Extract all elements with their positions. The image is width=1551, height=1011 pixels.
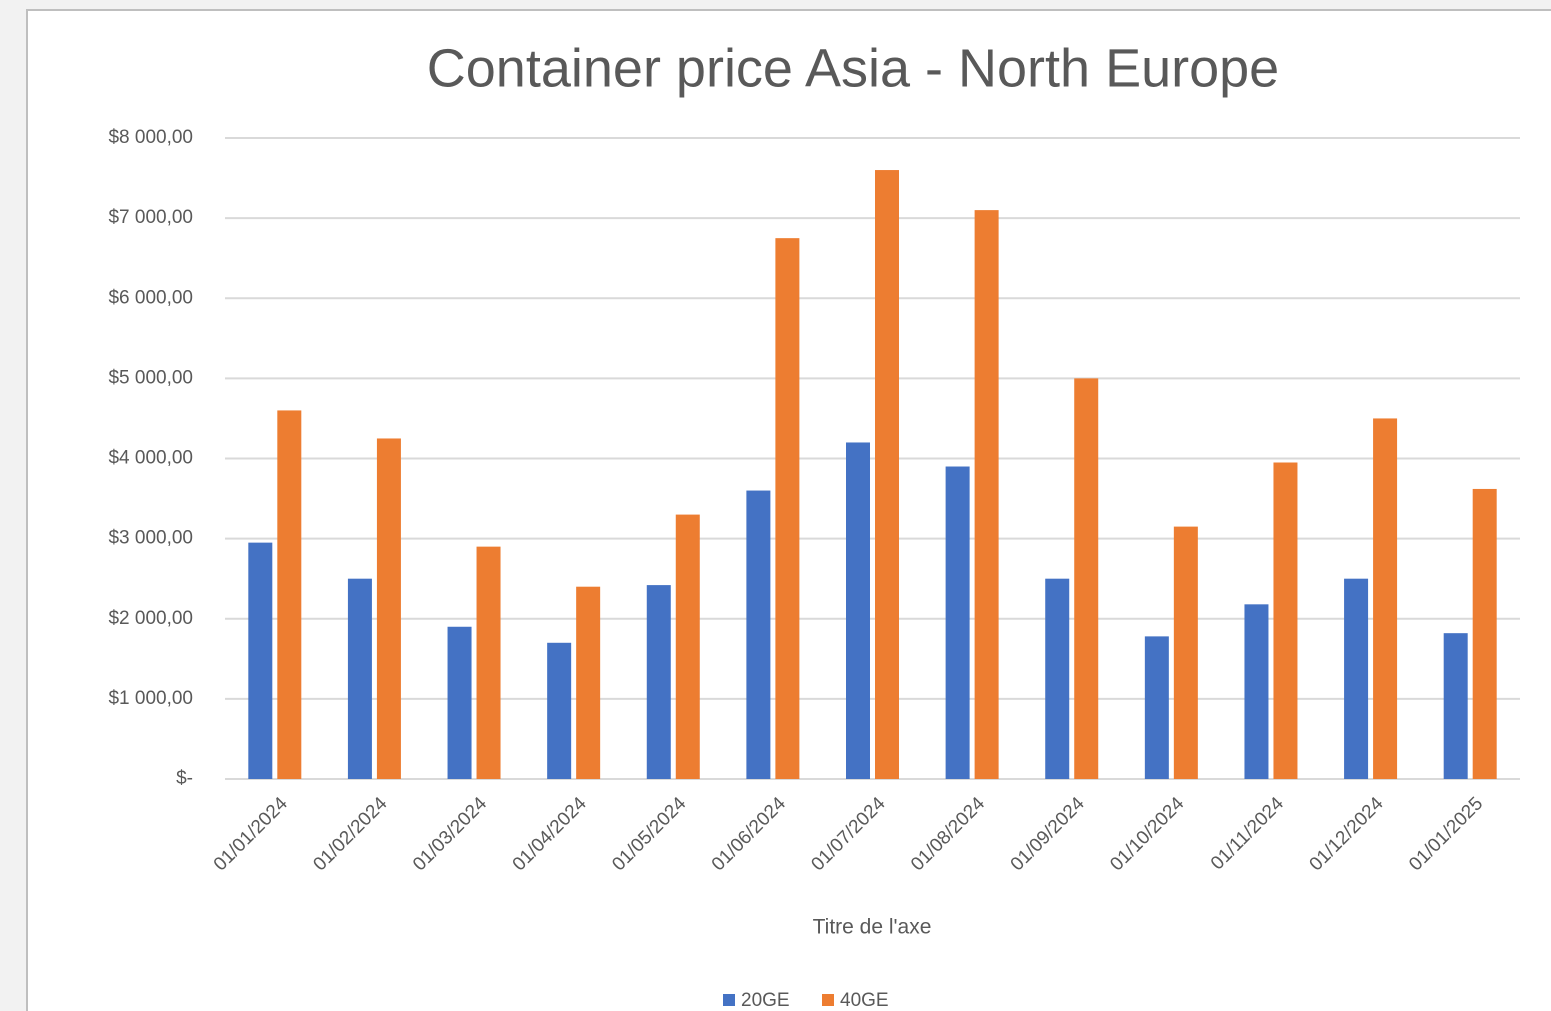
bar	[1173, 526, 1198, 779]
y-tick-label: $-	[176, 768, 193, 789]
bar	[1273, 462, 1298, 779]
bar	[974, 210, 999, 780]
bar	[945, 466, 970, 779]
bar	[1244, 604, 1269, 779]
bar	[1045, 578, 1070, 779]
bar	[846, 442, 870, 779]
legend-swatch	[723, 994, 735, 1006]
bar	[675, 514, 700, 779]
bar	[646, 585, 671, 779]
y-tick-label: $6 000,00	[108, 287, 193, 308]
legend-label: 40GE	[840, 990, 889, 1011]
bar	[1472, 488, 1497, 779]
x-axis-title: Titre de l'axe	[813, 916, 932, 939]
bar	[1344, 578, 1369, 779]
bar	[746, 490, 771, 779]
y-tick-label: $5 000,00	[108, 367, 193, 388]
bar	[1074, 378, 1099, 779]
y-tick-label: $3 000,00	[108, 528, 193, 549]
bar	[775, 238, 800, 779]
legend-label: 20GE	[741, 990, 790, 1011]
chart-title: Container price Asia - North Europe	[427, 38, 1279, 98]
bar	[576, 586, 601, 779]
bar	[547, 642, 572, 779]
y-tick-label: $8 000,00	[108, 127, 193, 148]
bar	[376, 438, 401, 779]
bar	[1443, 633, 1468, 779]
bar	[277, 410, 302, 779]
bar	[476, 546, 501, 779]
bar	[347, 578, 372, 779]
y-tick-label: $1 000,00	[108, 688, 193, 709]
y-tick-label: $2 000,00	[108, 608, 193, 629]
bar	[875, 170, 899, 780]
bar	[248, 542, 273, 779]
y-tick-label: $7 000,00	[108, 207, 193, 228]
bar	[1144, 636, 1169, 779]
bar	[447, 626, 472, 779]
y-tick-label: $4 000,00	[108, 448, 193, 469]
legend-swatch	[822, 994, 834, 1006]
bar	[1373, 418, 1398, 779]
